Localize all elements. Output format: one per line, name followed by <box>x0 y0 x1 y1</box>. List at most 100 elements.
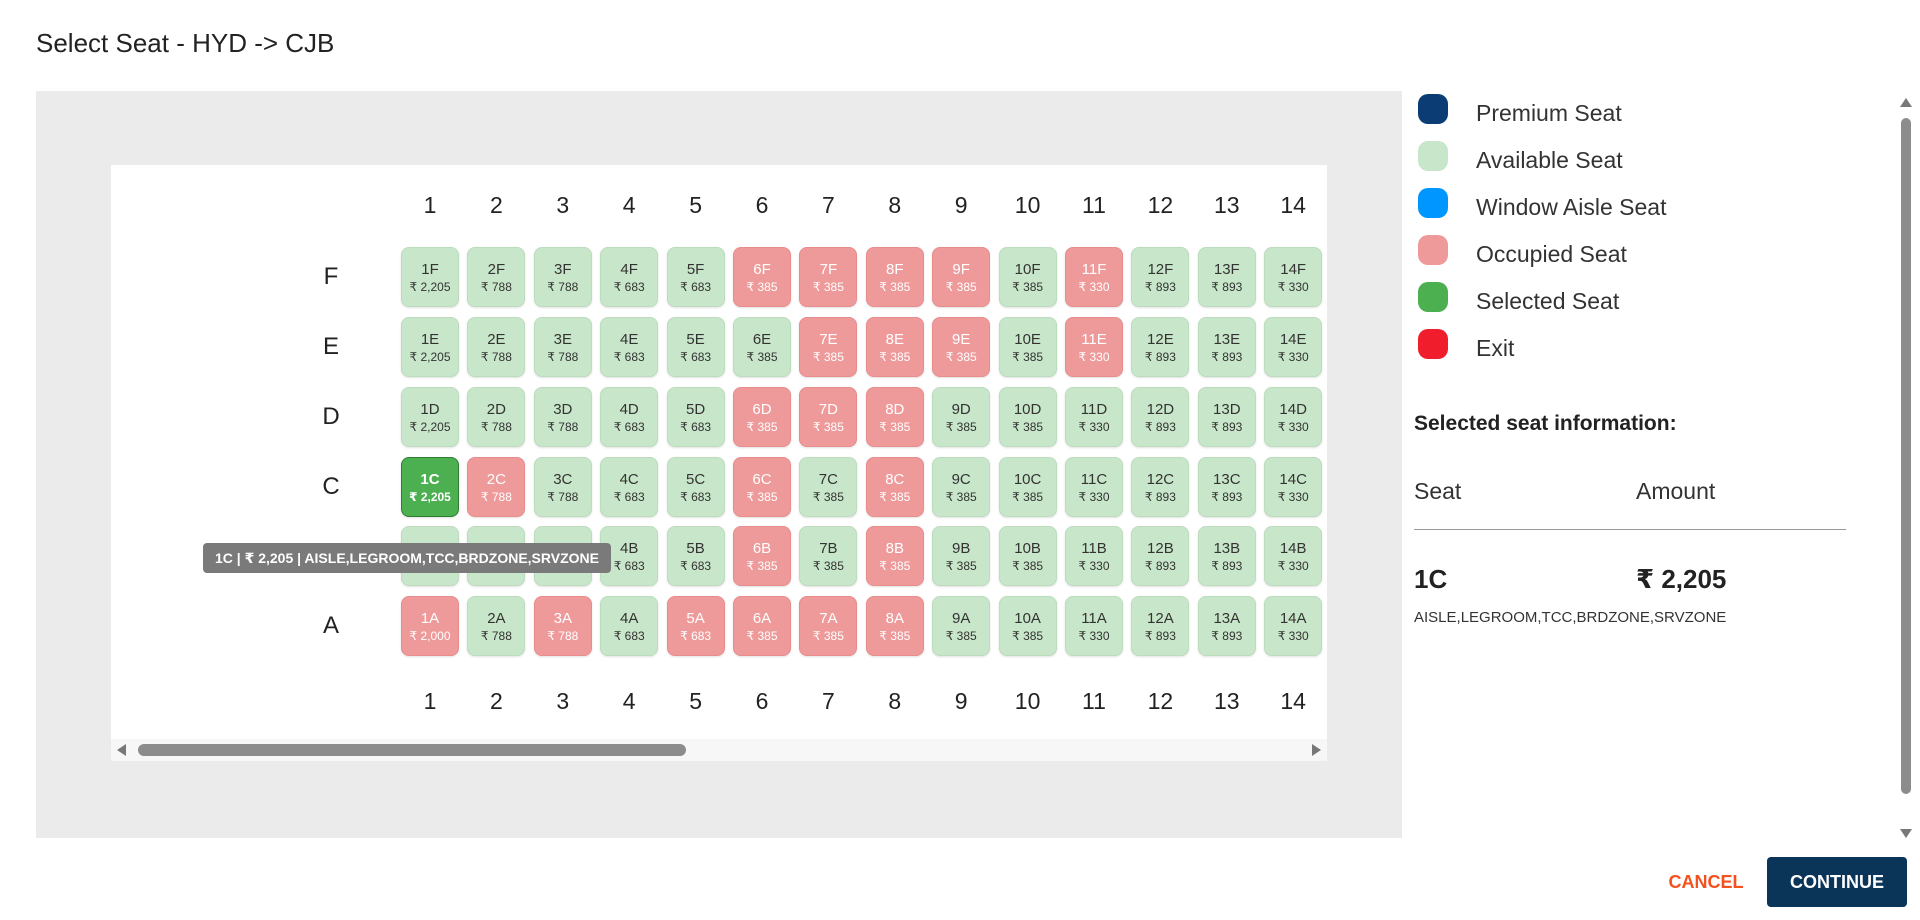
seat-7e: 7E ₹ 385 <box>799 317 858 377</box>
seat-price: ₹ 385 <box>746 349 778 364</box>
vertical-scrollbar[interactable] <box>1898 96 1914 840</box>
seat-9b[interactable]: 9B ₹ 385 <box>932 526 991 586</box>
seat-10c[interactable]: 10C ₹ 385 <box>998 457 1057 517</box>
seat-14c[interactable]: 14C ₹ 330 <box>1264 457 1323 517</box>
scrollbar-thumb[interactable] <box>138 744 686 756</box>
seat-13f[interactable]: 13F ₹ 893 <box>1197 247 1256 307</box>
seat-price: ₹ 2,000 <box>409 628 451 643</box>
seat-code: 8B <box>885 539 904 557</box>
continue-button[interactable]: CONTINUE <box>1767 857 1907 907</box>
seat-code: 1E <box>420 330 440 348</box>
seat-price: ₹ 330 <box>1277 419 1309 434</box>
seat-9d[interactable]: 9D ₹ 385 <box>932 387 991 447</box>
seat-10f[interactable]: 10F ₹ 385 <box>998 247 1057 307</box>
vertical-scrollbar-thumb[interactable] <box>1901 118 1911 794</box>
seat-1e[interactable]: 1E ₹ 2,205 <box>401 317 459 377</box>
seat-4a[interactable]: 4A ₹ 683 <box>600 596 659 656</box>
seat-4f[interactable]: 4F ₹ 683 <box>600 247 659 307</box>
seat-10e[interactable]: 10E ₹ 385 <box>998 317 1057 377</box>
horizontal-scrollbar[interactable] <box>111 739 1327 761</box>
seat-14a[interactable]: 14A ₹ 330 <box>1264 596 1323 656</box>
column-number-top: 1 <box>423 192 437 218</box>
seat-12f[interactable]: 12F ₹ 893 <box>1131 247 1190 307</box>
seat-3c[interactable]: 3C ₹ 788 <box>533 457 592 517</box>
seat-price: ₹ 683 <box>613 349 645 364</box>
seat-14f[interactable]: 14F ₹ 330 <box>1264 247 1323 307</box>
cancel-button[interactable]: CANCEL <box>1656 857 1756 907</box>
seat-price: ₹ 683 <box>680 419 712 434</box>
seat-code: 4B <box>620 539 639 557</box>
seat-price: ₹ 893 <box>1211 558 1243 573</box>
seat-5d[interactable]: 5D ₹ 683 <box>666 387 725 447</box>
seat-9c[interactable]: 9C ₹ 385 <box>932 457 991 517</box>
seat-price: ₹ 385 <box>879 558 911 573</box>
seat-14d[interactable]: 14D ₹ 330 <box>1264 387 1323 447</box>
seat-12a[interactable]: 12A ₹ 893 <box>1131 596 1190 656</box>
seat-4d[interactable]: 4D ₹ 683 <box>600 387 659 447</box>
seat-4e[interactable]: 4E ₹ 683 <box>600 317 659 377</box>
seat-14b[interactable]: 14B ₹ 330 <box>1264 526 1323 586</box>
seat-11d[interactable]: 11D ₹ 330 <box>1065 387 1123 447</box>
seat-2f[interactable]: 2F ₹ 788 <box>467 247 526 307</box>
column-number-bottom: 1 <box>423 688 437 714</box>
seat-price: ₹ 330 <box>1277 489 1309 504</box>
seat-10d[interactable]: 10D ₹ 385 <box>998 387 1057 447</box>
seat-price: ₹ 2,205 <box>409 279 451 294</box>
seat-code: 8A <box>885 609 904 627</box>
seat-12c[interactable]: 12C ₹ 893 <box>1131 457 1190 517</box>
scroll-right-icon[interactable] <box>1312 744 1321 756</box>
seat-code: 13C <box>1213 470 1241 488</box>
seat-code: 12E <box>1147 330 1174 348</box>
seat-14e[interactable]: 14E ₹ 330 <box>1264 317 1323 377</box>
seat-4b[interactable]: 4B ₹ 683 <box>600 526 659 586</box>
seat-3d[interactable]: 3D ₹ 788 <box>533 387 592 447</box>
seat-1c[interactable]: 1C ₹ 2,205 <box>401 457 459 517</box>
scroll-left-icon[interactable] <box>117 744 126 756</box>
column-number-bottom: 14 <box>1280 688 1306 714</box>
seat-1d[interactable]: 1D ₹ 2,205 <box>401 387 459 447</box>
seat-11c[interactable]: 11C ₹ 330 <box>1065 457 1123 517</box>
seat-5c[interactable]: 5C ₹ 683 <box>666 457 725 517</box>
selected-seat-amount: ₹ 2,205 <box>1636 564 1727 594</box>
seat-7c[interactable]: 7C ₹ 385 <box>799 457 858 517</box>
seat-6d: 6D ₹ 385 <box>733 387 791 447</box>
seat-2a[interactable]: 2A ₹ 788 <box>467 596 526 656</box>
seat-5b[interactable]: 5B ₹ 683 <box>666 526 725 586</box>
seat-code: 8C <box>885 470 905 488</box>
seat-13c[interactable]: 13C ₹ 893 <box>1197 457 1256 517</box>
seat-9a[interactable]: 9A ₹ 385 <box>932 596 991 656</box>
scroll-down-icon[interactable] <box>1900 829 1912 838</box>
seat-2e[interactable]: 2E ₹ 788 <box>467 317 526 377</box>
seat-3e[interactable]: 3E ₹ 788 <box>533 317 592 377</box>
seat-7b[interactable]: 7B ₹ 385 <box>799 526 858 586</box>
seat-code: 13B <box>1213 539 1241 557</box>
seat-code: 14F <box>1280 260 1307 278</box>
seat-code: 4A <box>620 609 639 627</box>
seat-1f[interactable]: 1F ₹ 2,205 <box>401 247 459 307</box>
seat-10b[interactable]: 10B ₹ 385 <box>998 526 1057 586</box>
seat-5f[interactable]: 5F ₹ 683 <box>666 247 725 307</box>
seat-code: 9B <box>952 539 971 557</box>
seat-11a[interactable]: 11A ₹ 330 <box>1065 596 1123 656</box>
seat-13e[interactable]: 13E ₹ 893 <box>1197 317 1256 377</box>
seat-4c[interactable]: 4C ₹ 683 <box>600 457 659 517</box>
seat-6e[interactable]: 6E ₹ 385 <box>733 317 791 377</box>
seat-code: 13D <box>1213 400 1241 418</box>
seat-code: 12C <box>1146 470 1175 488</box>
seat-12b[interactable]: 12B ₹ 893 <box>1131 526 1190 586</box>
seat-12e[interactable]: 12E ₹ 893 <box>1131 317 1190 377</box>
seat-13d[interactable]: 13D ₹ 893 <box>1197 387 1256 447</box>
seat-11b[interactable]: 11B ₹ 330 <box>1065 526 1123 586</box>
seat-12d[interactable]: 12D ₹ 893 <box>1131 387 1190 447</box>
seat-2d[interactable]: 2D ₹ 788 <box>467 387 526 447</box>
seat-code: 10B <box>1014 539 1041 557</box>
seat-code: 12F <box>1147 260 1174 278</box>
seat-13b[interactable]: 13B ₹ 893 <box>1197 526 1256 586</box>
legend-label: Occupied Seat <box>1476 241 1627 267</box>
seat-price: ₹ 330 <box>1078 558 1110 573</box>
seat-10a[interactable]: 10A ₹ 385 <box>998 596 1057 656</box>
seat-13a[interactable]: 13A ₹ 893 <box>1197 596 1256 656</box>
seat-3f[interactable]: 3F ₹ 788 <box>533 247 592 307</box>
seat-5e[interactable]: 5E ₹ 683 <box>666 317 725 377</box>
scroll-up-icon[interactable] <box>1900 98 1912 107</box>
